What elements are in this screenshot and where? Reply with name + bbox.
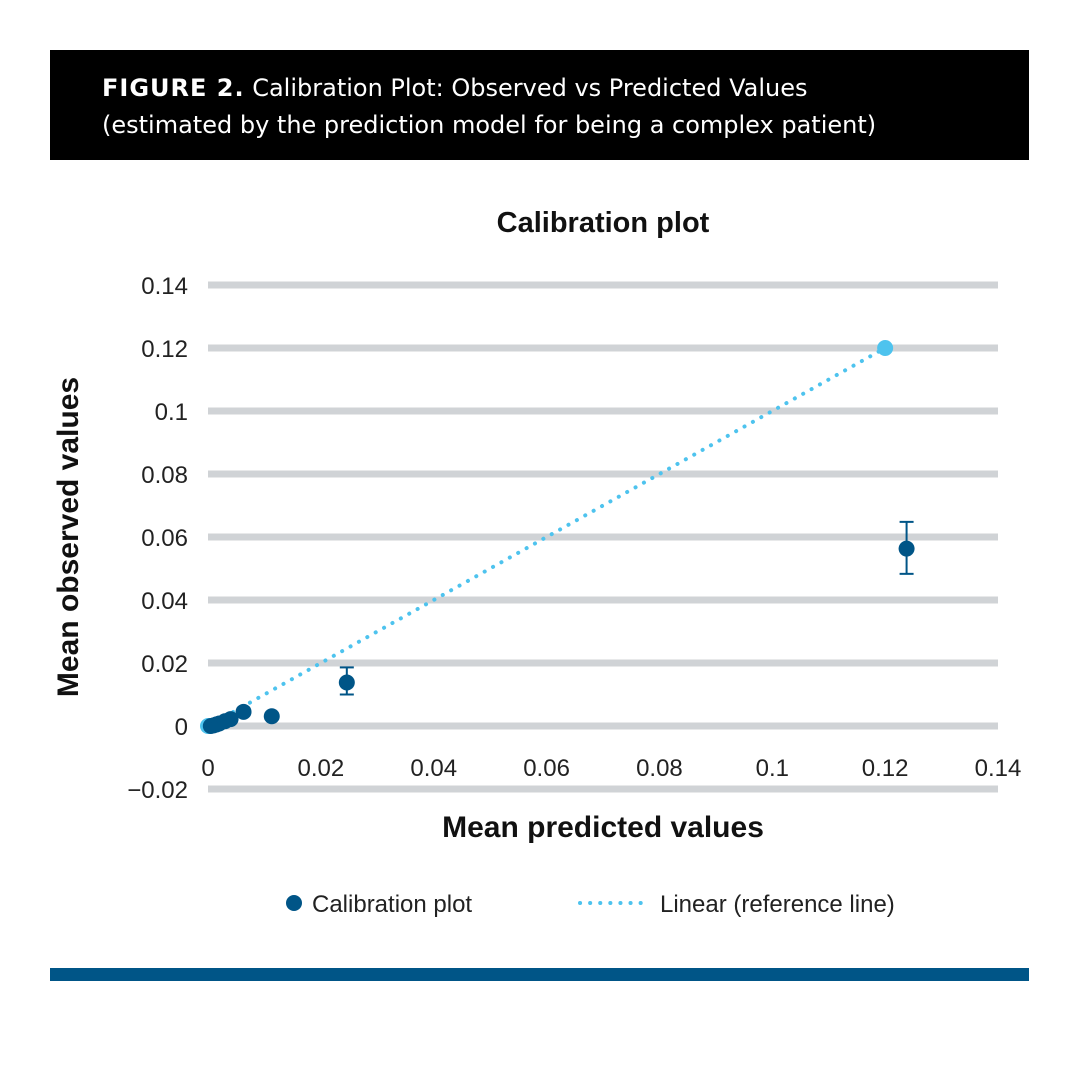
y-tick-label: 0 bbox=[175, 714, 188, 741]
y-tick-label: 0.06 bbox=[141, 525, 188, 552]
reference-line-end-marker bbox=[877, 340, 894, 356]
calibration-point bbox=[898, 540, 915, 557]
x-tick-label: 0 bbox=[201, 755, 214, 782]
y-tick-labels: −0.02 0 0.02 0.04 0.06 0.08 0.1 0.12 0.14 bbox=[127, 273, 188, 804]
figure-subtitle: (estimated by the prediction model for b… bbox=[102, 111, 877, 139]
y-tick-label: 0.14 bbox=[141, 273, 188, 300]
calibration-point bbox=[222, 711, 239, 728]
y-tick-label: 0.12 bbox=[141, 336, 188, 363]
figure-label: FIGURE 2. bbox=[102, 74, 245, 102]
x-tick-label: 0.14 bbox=[975, 755, 1022, 782]
figure-title: Calibration Plot: Observed vs Predicted … bbox=[252, 74, 808, 102]
figure-title-line: FIGURE 2. Calibration Plot: Observed vs … bbox=[102, 70, 1029, 106]
chart-title: Calibration plot bbox=[497, 207, 710, 239]
x-tick-label: 0.02 bbox=[297, 755, 344, 782]
x-tick-label: 0.04 bbox=[410, 755, 457, 782]
calibration-points bbox=[202, 520, 915, 734]
y-tick-label: 0.04 bbox=[141, 588, 188, 615]
x-tick-label: 0.06 bbox=[523, 755, 570, 782]
y-tick-label: 0.08 bbox=[141, 462, 188, 489]
legend-calibration-label: Calibration plot bbox=[312, 891, 472, 918]
y-axis-label: Mean observed values bbox=[52, 377, 85, 697]
y-tick-label: 0.1 bbox=[155, 399, 188, 426]
x-tick-labels: 0 0.02 0.04 0.06 0.08 0.1 0.12 0.14 bbox=[201, 755, 1021, 782]
x-axis-label: Mean predicted values bbox=[442, 811, 764, 844]
legend-calibration-marker bbox=[286, 895, 302, 911]
figure-header: FIGURE 2. Calibration Plot: Observed vs … bbox=[50, 50, 1029, 160]
x-tick-label: 0.08 bbox=[636, 755, 683, 782]
calibration-point bbox=[338, 674, 355, 691]
x-tick-label: 0.1 bbox=[756, 755, 789, 782]
x-tick-label: 0.12 bbox=[862, 755, 909, 782]
y-tick-label: 0.02 bbox=[141, 651, 188, 678]
legend: Calibration plot Linear (reference line) bbox=[286, 891, 895, 918]
grid-lines bbox=[208, 281, 998, 793]
legend-reference-label: Linear (reference line) bbox=[660, 891, 895, 918]
footer-bar bbox=[50, 968, 1029, 981]
calibration-point bbox=[263, 708, 280, 725]
y-tick-label: −0.02 bbox=[127, 777, 188, 804]
calibration-point bbox=[235, 703, 252, 720]
